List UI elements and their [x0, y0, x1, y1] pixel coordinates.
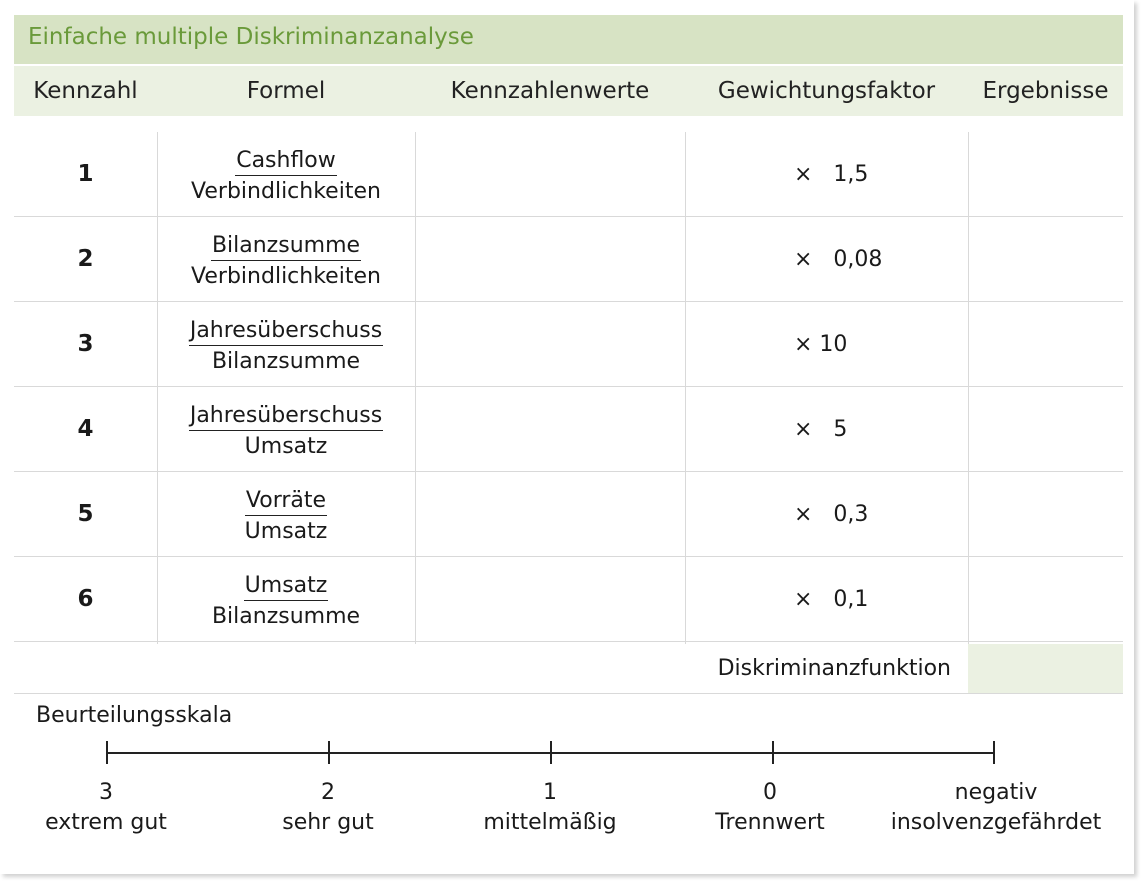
- weight-factor: × 0,1: [794, 587, 869, 612]
- scale-point: negativ insolvenzgefährdet: [882, 778, 1110, 838]
- formula-denominator: Bilanzsumme: [211, 604, 361, 629]
- formula-fraction: Umsatz Bilanzsumme: [157, 571, 415, 631]
- formula-fraction: Jahresüberschuss Bilanzsumme: [157, 316, 415, 376]
- formula-fraction: Vorräte Umsatz: [157, 486, 415, 546]
- weight-factor: × 0,3: [794, 502, 869, 527]
- weight-factor: × 1,5: [794, 162, 869, 187]
- kennzahlen-table: 1 Cashflow Verbindlichkeiten × 1,5 2 Bil…: [14, 132, 1123, 644]
- formula-fraction: Jahresüberschuss Umsatz: [157, 401, 415, 461]
- header-kennzahl: Kennzahl: [33, 78, 138, 104]
- scale-tick: [550, 741, 552, 764]
- scale-tick: [772, 741, 774, 764]
- formula-numerator: Jahresüberschuss: [188, 401, 384, 431]
- formula-numerator: Umsatz: [243, 571, 329, 601]
- table-title: Einfache multiple Diskriminanzanalyse: [28, 24, 474, 50]
- formula-denominator: Verbindlichkeiten: [191, 264, 381, 289]
- scale-label: insolvenzgefährdet: [890, 810, 1102, 835]
- weight-factor: × 0,08: [794, 247, 883, 272]
- table-row: 3 Jahresüberschuss Bilanzsumme × 10: [14, 302, 1123, 387]
- kennzahl-number: 1: [77, 161, 94, 187]
- table-header: Kennzahl Formel Kennzahlenwerte Gewichtu…: [14, 66, 1123, 116]
- formula-denominator: Umsatz: [244, 519, 328, 544]
- scale-tick: [328, 741, 330, 764]
- scale-point: 3 extrem gut: [45, 778, 167, 838]
- formula-fraction: Bilanzsumme Verbindlichkeiten: [157, 231, 415, 291]
- header-formel: Formel: [246, 78, 326, 104]
- scale-point: 2 sehr gut: [282, 778, 374, 838]
- scale-value: negativ: [954, 780, 1038, 805]
- scale-point: 0 Trennwert: [715, 778, 824, 838]
- column-divider: [157, 132, 158, 644]
- scale-value: 3: [98, 780, 113, 805]
- header-kennzahlenwerte: Kennzahlenwerte: [450, 78, 650, 104]
- table-row: 5 Vorräte Umsatz × 0,3: [14, 472, 1123, 557]
- scale-tick: [106, 741, 108, 764]
- formula-denominator: Verbindlichkeiten: [191, 179, 381, 204]
- header-ergebnisse: Ergebnisse: [982, 78, 1109, 104]
- kennzahl-number: 2: [77, 246, 94, 272]
- scale-value: 0: [762, 780, 777, 805]
- kennzahl-number: 5: [77, 501, 94, 527]
- formula-numerator: Cashflow: [235, 146, 337, 176]
- header-gewichtungsfaktor: Gewichtungsfaktor: [717, 78, 936, 104]
- scale-point: 1 mittelmäßig: [483, 778, 616, 838]
- kennzahl-number: 4: [77, 416, 94, 442]
- formula-numerator: Vorräte: [244, 486, 328, 516]
- scale-value: 1: [542, 780, 557, 805]
- scale-value: 2: [320, 780, 335, 805]
- title-bar: Einfache multiple Diskriminanzanalyse: [14, 15, 1123, 64]
- column-divider: [685, 132, 686, 644]
- weight-factor: × 10: [794, 332, 848, 357]
- column-divider: [968, 132, 969, 644]
- table-row: 6 Umsatz Bilanzsumme × 0,1: [14, 557, 1123, 642]
- table-row: 1 Cashflow Verbindlichkeiten × 1,5: [14, 132, 1123, 217]
- scale-label: sehr gut: [282, 810, 374, 835]
- scale-tick: [993, 741, 995, 764]
- formula-numerator: Jahresüberschuss: [188, 316, 384, 346]
- formula-denominator: Umsatz: [244, 434, 328, 459]
- diskriminanzfunktion-label: Diskriminanzfunktion: [717, 656, 951, 681]
- diskriminanzfunktion-row: Diskriminanzfunktion: [14, 644, 1123, 694]
- diskriminanzfunktion-result-cell: [968, 644, 1123, 693]
- table-row: 4 Jahresüberschuss Umsatz × 5: [14, 387, 1123, 472]
- weight-factor: × 5: [794, 417, 848, 442]
- formula-numerator: Bilanzsumme: [210, 231, 362, 261]
- table-row: 2 Bilanzsumme Verbindlichkeiten × 0,08: [14, 217, 1123, 302]
- scale-title: Beurteilungsskala: [36, 703, 233, 728]
- scale-label: mittelmäßig: [483, 810, 617, 835]
- kennzahl-number: 3: [77, 331, 94, 357]
- scale-label: extrem gut: [45, 810, 167, 835]
- column-divider: [415, 132, 416, 644]
- formula-denominator: Bilanzsumme: [211, 349, 361, 374]
- kennzahl-number: 6: [77, 586, 94, 612]
- formula-fraction: Cashflow Verbindlichkeiten: [157, 146, 415, 206]
- scale-label: Trennwert: [715, 810, 825, 835]
